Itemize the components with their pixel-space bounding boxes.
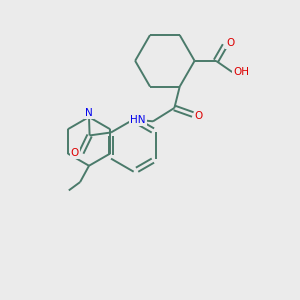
Text: O: O — [226, 38, 234, 48]
Text: OH: OH — [233, 67, 249, 76]
Text: N: N — [85, 108, 93, 118]
Text: O: O — [70, 148, 79, 158]
Text: O: O — [195, 111, 203, 121]
Text: HN: HN — [130, 115, 146, 125]
